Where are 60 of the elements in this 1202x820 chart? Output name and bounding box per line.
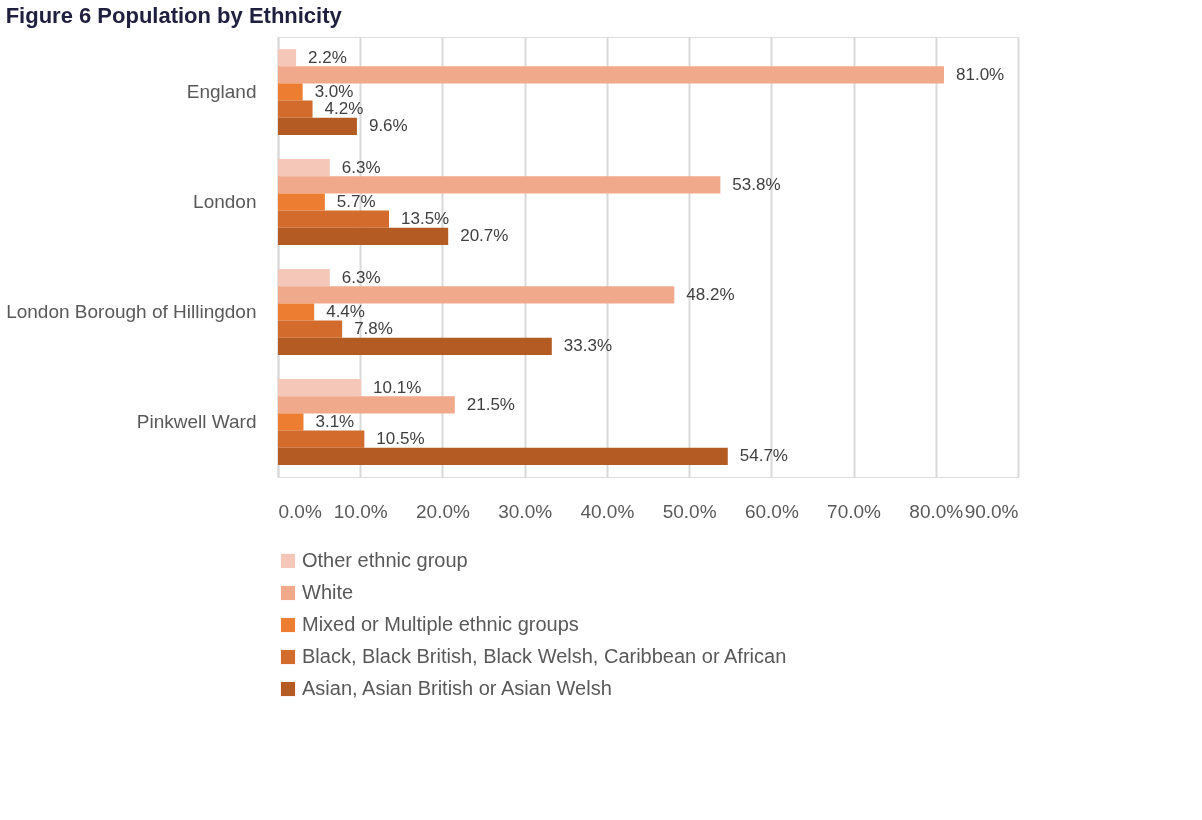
bar — [278, 396, 455, 414]
data-label: 48.2% — [686, 284, 735, 304]
x-tick-label: 40.0% — [580, 500, 635, 522]
bar — [278, 227, 449, 245]
legend-label: Black, Black British, Black Welsh, Caribbean or African — [302, 645, 787, 667]
bar — [278, 176, 721, 194]
bar — [278, 379, 362, 397]
bar — [278, 210, 389, 228]
data-label: 10.5% — [376, 429, 425, 449]
x-tick-label: 20.0% — [416, 500, 470, 522]
data-label: 21.5% — [466, 394, 515, 414]
bar — [278, 83, 303, 101]
legend-label: Mixed or Multiple ethnic groups — [302, 613, 579, 635]
y-tick-label: London Borough of Hillingdon — [6, 301, 257, 322]
data-label: 4.2% — [324, 99, 364, 119]
data-label: 2.2% — [308, 47, 347, 67]
data-label: 6.3% — [341, 157, 381, 177]
chart-title: Figure 6 Population by Ethnicity — [5, 3, 343, 28]
x-tick-label: 0.0% — [278, 500, 322, 522]
bar — [278, 320, 343, 338]
bar — [278, 447, 728, 465]
x-tick-label: 30.0% — [498, 500, 553, 522]
x-tick-label: 90.0% — [964, 500, 1019, 522]
y-tick-label: London — [193, 191, 257, 212]
data-label: 5.7% — [336, 192, 376, 211]
data-label: 4.4% — [326, 302, 365, 321]
data-label: 7.8% — [354, 319, 393, 339]
data-label: 53.8% — [732, 174, 781, 194]
data-label: 9.6% — [368, 116, 408, 136]
data-label: 10.1% — [373, 377, 422, 397]
bar — [278, 413, 304, 431]
legend-label: White — [302, 581, 354, 603]
x-tick-label: 60.0% — [744, 500, 799, 522]
legend-label: Other ethnic group — [302, 549, 468, 571]
bar — [278, 303, 315, 321]
data-label: 54.7% — [739, 446, 788, 466]
bar — [278, 286, 675, 304]
data-label: 6.3% — [341, 267, 381, 287]
data-label: 20.7% — [460, 226, 509, 246]
x-tick-label: 50.0% — [662, 500, 717, 522]
bar — [278, 269, 330, 287]
data-label: 13.5% — [401, 209, 450, 229]
x-tick-label: 70.0% — [827, 500, 882, 522]
bar — [278, 49, 297, 67]
bar — [278, 117, 357, 135]
data-label: 3.0% — [314, 82, 354, 101]
bar — [278, 100, 313, 118]
x-tick-label: 80.0% — [909, 500, 964, 522]
bar — [278, 430, 365, 448]
data-label: 3.1% — [315, 412, 355, 431]
legend-label: Asian, Asian British or Asian Welsh — [302, 677, 612, 699]
data-label: 81.0% — [956, 64, 1005, 84]
bar — [278, 159, 330, 177]
x-tick-label: 10.0% — [333, 500, 388, 522]
bar — [278, 337, 552, 355]
bar — [278, 193, 325, 211]
data-label: 33.3% — [563, 336, 612, 356]
y-tick-label: England — [186, 81, 257, 102]
bar — [278, 66, 944, 84]
y-tick-label: Pinkwell Ward — [136, 411, 257, 432]
